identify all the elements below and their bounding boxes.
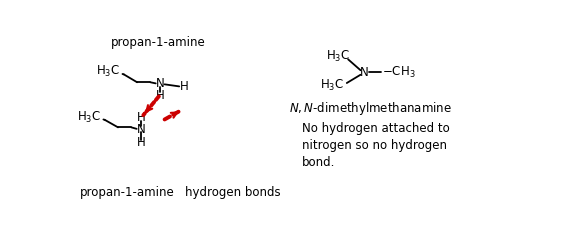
Text: No hydrogen attached to: No hydrogen attached to	[302, 122, 450, 135]
Text: H$_3$C: H$_3$C	[77, 110, 101, 125]
Text: H: H	[137, 136, 145, 149]
Text: H: H	[180, 80, 189, 93]
Text: N: N	[360, 66, 368, 79]
Text: bond.: bond.	[302, 156, 335, 169]
Text: H: H	[156, 89, 165, 102]
Text: N: N	[137, 123, 145, 136]
Text: propan-1-amine: propan-1-amine	[80, 186, 175, 199]
Text: nitrogen so no hydrogen: nitrogen so no hydrogen	[302, 139, 447, 152]
Text: H$_3$C: H$_3$C	[320, 78, 344, 93]
Text: H$_3$C: H$_3$C	[327, 49, 351, 64]
Text: N: N	[156, 77, 165, 90]
Text: $\mathit{N,N}$-dimethylmethanamine: $\mathit{N,N}$-dimethylmethanamine	[289, 100, 451, 117]
Text: H: H	[137, 111, 145, 124]
Text: H$_3$C: H$_3$C	[96, 64, 120, 79]
Text: propan-1-amine: propan-1-amine	[110, 36, 205, 49]
Text: $-$CH$_3$: $-$CH$_3$	[382, 65, 415, 80]
Text: hydrogen bonds: hydrogen bonds	[185, 186, 280, 199]
